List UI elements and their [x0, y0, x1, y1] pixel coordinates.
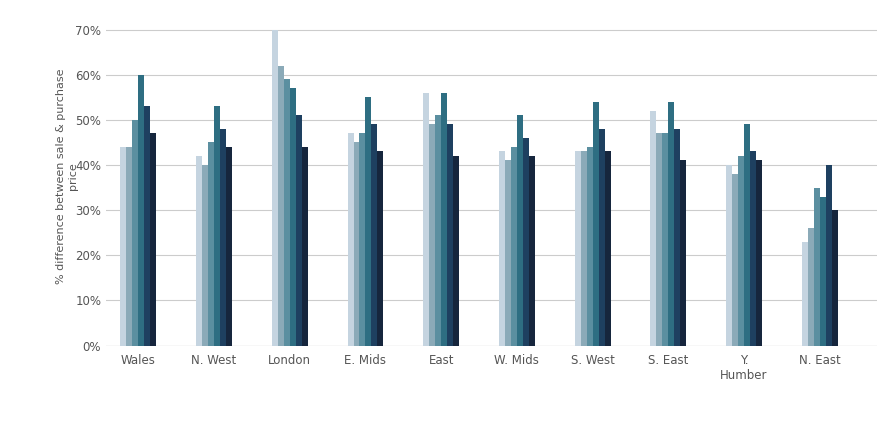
Bar — [133, 120, 138, 346]
Bar — [575, 152, 581, 346]
Bar — [756, 160, 762, 346]
Bar — [802, 242, 808, 346]
Bar — [441, 93, 447, 346]
Bar — [592, 102, 598, 346]
Bar — [681, 160, 686, 346]
Bar — [347, 133, 354, 346]
Bar — [808, 228, 814, 346]
Y-axis label: % difference between sale & purchase
price: % difference between sale & purchase pri… — [56, 69, 78, 284]
Bar — [726, 165, 732, 346]
Bar — [529, 156, 535, 346]
Bar — [214, 106, 220, 346]
Bar — [598, 129, 605, 346]
Bar — [301, 147, 308, 346]
Bar — [662, 133, 668, 346]
Bar — [144, 106, 150, 346]
Bar — [423, 93, 430, 346]
Bar — [674, 129, 681, 346]
Bar — [832, 210, 838, 346]
Bar — [290, 88, 296, 346]
Bar — [738, 156, 744, 346]
Bar — [138, 75, 144, 346]
Bar — [668, 102, 674, 346]
Bar — [819, 197, 826, 346]
Bar — [220, 129, 226, 346]
Bar — [447, 124, 453, 346]
Bar — [453, 156, 459, 346]
Bar — [651, 111, 657, 346]
Bar — [120, 147, 126, 346]
Bar — [150, 133, 156, 346]
Bar — [226, 147, 232, 346]
Bar — [284, 79, 290, 346]
Bar — [522, 138, 529, 346]
Bar — [377, 152, 384, 346]
Bar — [430, 124, 435, 346]
Bar — [505, 160, 511, 346]
Bar — [826, 165, 832, 346]
Bar — [272, 29, 278, 346]
Bar — [587, 147, 592, 346]
Bar — [657, 133, 662, 346]
Bar — [365, 97, 371, 346]
Bar — [750, 152, 756, 346]
Bar — [202, 165, 208, 346]
Bar — [814, 187, 819, 346]
Legend: 2019, 2020, 2021, 2022, 2023, 2024: 2019, 2020, 2021, 2022, 2023, 2024 — [312, 426, 671, 432]
Bar — [511, 147, 517, 346]
Bar — [744, 124, 750, 346]
Bar — [605, 152, 611, 346]
Bar — [499, 152, 505, 346]
Bar — [208, 143, 214, 346]
Bar — [435, 115, 441, 346]
Bar — [360, 133, 365, 346]
Bar — [196, 156, 202, 346]
Bar — [354, 143, 360, 346]
Bar — [371, 124, 377, 346]
Bar — [296, 115, 301, 346]
Bar — [732, 174, 738, 346]
Bar — [278, 66, 284, 346]
Bar — [517, 115, 522, 346]
Bar — [581, 152, 587, 346]
Bar — [126, 147, 133, 346]
